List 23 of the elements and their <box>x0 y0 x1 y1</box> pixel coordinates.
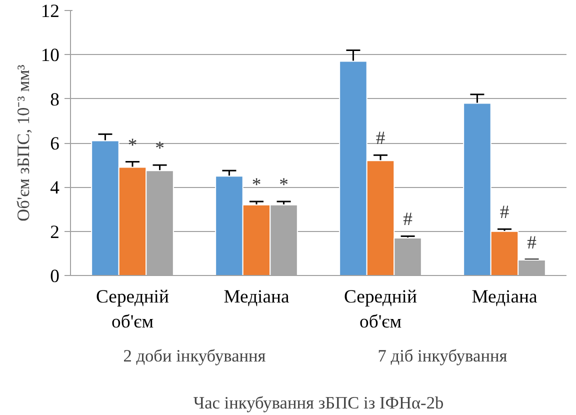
x-tick-label: Середній об'єм <box>344 286 417 333</box>
y-tick-label: 12 <box>40 1 60 22</box>
y-tick-label: 6 <box>50 134 60 154</box>
y-tick-label: 4 <box>50 178 60 199</box>
data-label: * <box>155 138 164 160</box>
data-label: * <box>279 174 288 196</box>
x-tick-label: Середній об'єм <box>96 286 169 333</box>
data-label: # <box>403 209 412 230</box>
text: 7 діб інкубування <box>378 346 508 366</box>
data-label: # <box>376 128 386 150</box>
y-tick-label: 10 <box>40 45 60 66</box>
x-tick-label: Медіана <box>224 286 290 308</box>
text: 2 доби інкубування <box>123 346 266 366</box>
data-label: * <box>128 134 138 156</box>
data-label: # <box>527 232 536 254</box>
y-axis-title: Об'єм зБПС, 10⁻³ мм³ <box>14 64 33 222</box>
x-tick-label: Медіана <box>472 286 538 308</box>
x-axis-title: Час інкубування зБПС із ІФНα-2b <box>193 394 444 412</box>
data-label: * <box>252 174 262 196</box>
y-tick-label: 8 <box>50 89 60 110</box>
y-tick-label: 2 <box>50 222 60 243</box>
y-tick-label: 0 <box>50 266 60 287</box>
data-label: # <box>500 202 510 224</box>
